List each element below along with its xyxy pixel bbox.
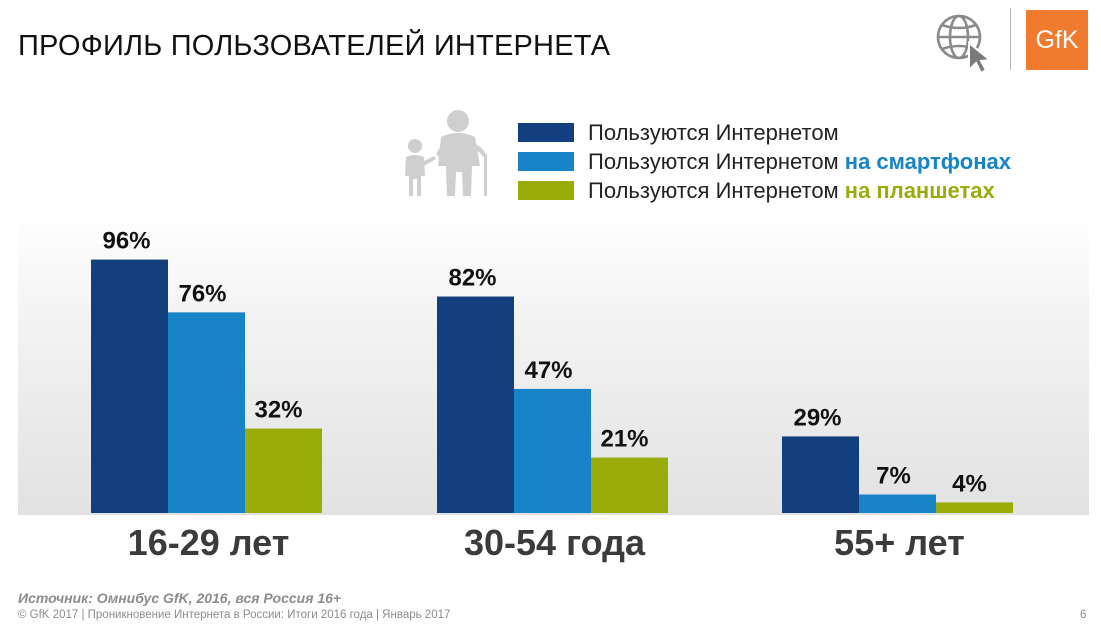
data-label: 96% — [102, 228, 150, 255]
page-number: 6 — [1080, 609, 1087, 621]
data-label: 32% — [254, 397, 302, 424]
data-label: 47% — [524, 357, 572, 384]
bar — [782, 436, 859, 513]
bar — [591, 457, 668, 513]
bar — [168, 312, 245, 513]
data-label: 82% — [448, 265, 496, 292]
legend-item: Пользуются Интернетом на смартфонах — [518, 147, 1011, 176]
bar — [245, 428, 322, 513]
logo-divider — [1010, 8, 1011, 70]
data-label: 4% — [952, 470, 987, 497]
bar — [936, 502, 1013, 513]
legend-swatch — [518, 181, 574, 200]
legend-swatch — [518, 123, 574, 142]
people-icon — [405, 110, 487, 196]
category-label: 16-29 лет — [128, 522, 290, 563]
legend-label: Пользуются Интернетом — [588, 119, 839, 145]
bar — [91, 259, 168, 513]
data-label: 76% — [178, 280, 226, 307]
page-title: ПРОФИЛЬ ПОЛЬЗОВАТЕЛЕЙ ИНТЕРНЕТА — [18, 30, 611, 62]
category-label: 30-54 года — [464, 522, 646, 563]
legend-label: Пользуются Интернетом на планшетах — [588, 177, 995, 203]
source-note: Источник: Омнибус GfK, 2016, вся Россия … — [18, 590, 342, 606]
chart-legend: Пользуются Интернетом Пользуются Интерне… — [518, 118, 1011, 205]
legend-item: Пользуются Интернетом на планшетах — [518, 176, 1011, 205]
legend-swatch — [518, 152, 574, 171]
category-label: 55+ лет — [834, 522, 965, 563]
bar — [514, 388, 591, 513]
bar — [859, 494, 936, 513]
legend-item: Пользуются Интернетом — [518, 118, 1011, 147]
bar — [437, 296, 514, 513]
data-label: 7% — [876, 463, 911, 490]
globe-cursor-icon — [936, 14, 993, 74]
gfk-logo: GfK — [1026, 10, 1088, 70]
legend-label: Пользуются Интернетом на смартфонах — [588, 148, 1011, 174]
data-label: 29% — [793, 404, 841, 431]
copyright-footer: © GfK 2017 | Проникновение Интернета в Р… — [18, 609, 451, 621]
data-label: 21% — [600, 426, 648, 453]
